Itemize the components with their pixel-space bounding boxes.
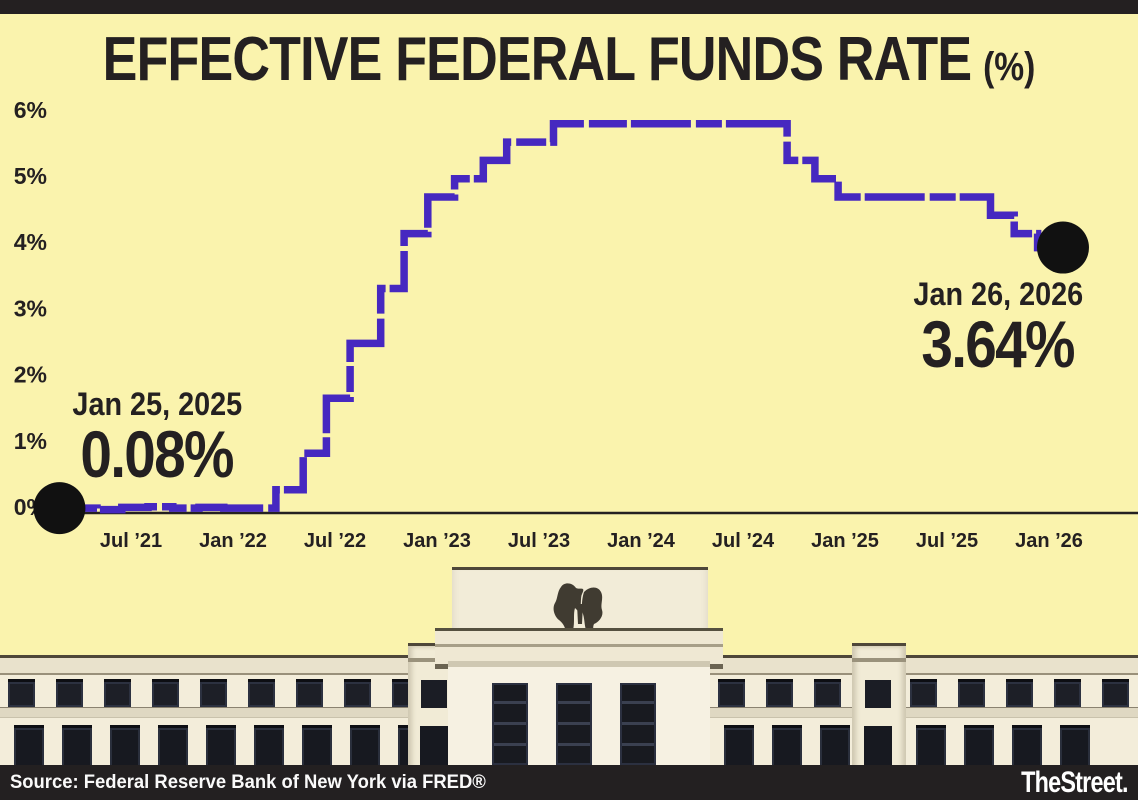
y-tick-label: 2%: [14, 362, 47, 388]
annotation-start: Jan 25, 2025 0.08%: [32, 388, 282, 488]
building-window: [916, 725, 946, 770]
building-window: [1012, 725, 1042, 770]
building-window: [1006, 679, 1033, 707]
chart-title-text: EFFECTIVE FEDERAL FUNDS RATE: [102, 25, 972, 94]
building-window: [110, 725, 140, 770]
building-window: [814, 679, 841, 707]
building-center-facade: [448, 661, 710, 765]
chart-title: EFFECTIVE FEDERAL FUNDS RATE (%): [91, 24, 1047, 94]
building-center-window: [492, 683, 528, 765]
rate-step-line: [59, 120, 1063, 514]
annotation-end: Jan 26, 2026 3.64%: [862, 278, 1134, 378]
y-tick-label: 3%: [14, 295, 47, 321]
x-tick-label: Jul ’24: [712, 530, 775, 552]
annotation-start-date: Jan 25, 2025: [72, 386, 242, 422]
building-window: [350, 725, 380, 770]
building-window: [1060, 725, 1090, 770]
start-dot: [33, 482, 86, 535]
pavilion-window: [864, 726, 892, 768]
building-center-window: [620, 683, 656, 765]
y-tick-label: 6%: [14, 97, 47, 123]
building-window: [964, 725, 994, 770]
pavilion-window: [421, 680, 447, 708]
pavilion-cornice: [852, 658, 906, 662]
y-tick-label: 4%: [14, 229, 47, 255]
building-window: [910, 679, 937, 707]
y-tick-label: 5%: [14, 163, 47, 189]
building-string-course: [0, 707, 448, 718]
x-tick-label: Jan ’22: [199, 530, 267, 552]
annotation-end-date: Jan 26, 2026: [913, 276, 1083, 312]
x-tick-label: Jul ’25: [916, 530, 978, 552]
building-window: [254, 725, 284, 770]
eagle-statue-icon: [553, 583, 603, 638]
building-window: [724, 725, 754, 770]
annotation-start-value: 0.08%: [80, 416, 235, 491]
building-cornice: [706, 655, 1138, 675]
pavilion-window: [865, 680, 891, 708]
x-tick-label: Jan ’24: [607, 530, 676, 552]
source-credit: Source: Federal Reserve Bank of New York…: [10, 771, 486, 793]
building-pavilion-right: [852, 643, 906, 770]
building-window: [8, 679, 35, 707]
end-dot: [1036, 221, 1089, 274]
building-window: [718, 679, 745, 707]
building-window: [1102, 679, 1129, 707]
building-window: [248, 679, 275, 707]
building-window: [302, 725, 332, 770]
pavilion-window: [420, 726, 448, 768]
building-window: [200, 679, 227, 707]
building-window: [56, 679, 83, 707]
building-window: [104, 679, 131, 707]
building-window: [772, 725, 802, 770]
building-window: [62, 725, 92, 770]
footer-bar: Source: Federal Reserve Bank of New York…: [0, 765, 1138, 800]
building-string-course: [706, 707, 1138, 718]
x-tick-label: Jul ’22: [304, 530, 366, 552]
building-window: [296, 679, 323, 707]
x-tick-label: Jan ’25: [811, 530, 879, 552]
building-left-wing: [0, 655, 448, 770]
building-window: [958, 679, 985, 707]
building-window: [820, 725, 850, 770]
top-black-bar: [0, 0, 1138, 14]
building-center-window: [556, 683, 592, 765]
building-window: [766, 679, 793, 707]
y-tick-label: 1%: [14, 428, 47, 454]
annotation-end-value: 3.64%: [921, 306, 1076, 381]
building-window: [344, 679, 371, 707]
thestreet-logo: TheStreet.: [1021, 765, 1128, 799]
building-right-wing: [706, 655, 1138, 770]
building-window: [206, 725, 236, 770]
x-tick-label: Jan ’26: [1015, 530, 1083, 552]
x-tick-label: Jul ’23: [508, 530, 570, 552]
building-window: [152, 679, 179, 707]
x-tick-label: Jan ’23: [403, 530, 471, 552]
chart-title-unit: (%): [983, 45, 1036, 89]
building-window: [1054, 679, 1081, 707]
building-window: [14, 725, 44, 770]
building-cornice: [0, 655, 448, 675]
x-tick-label: Jul ’21: [100, 530, 162, 552]
building-window: [158, 725, 188, 770]
